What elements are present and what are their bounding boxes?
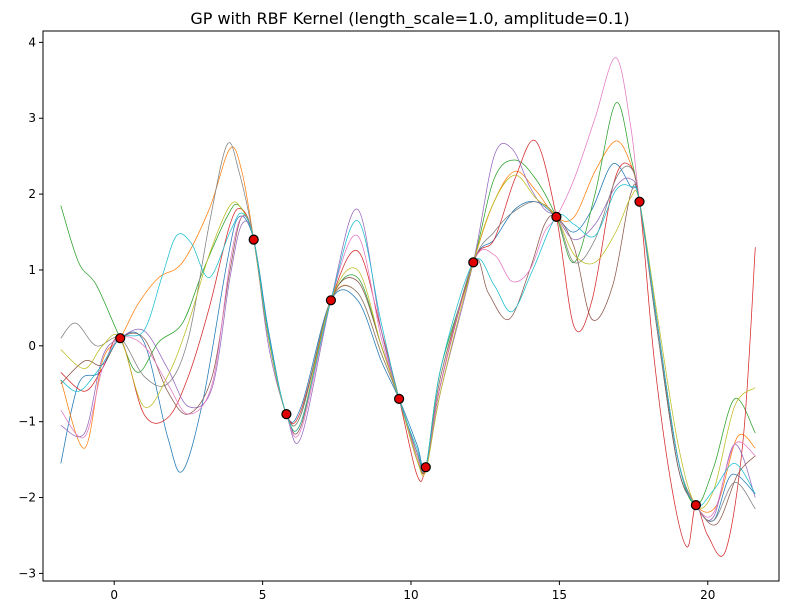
y-tick-label: −2 [18,491,36,505]
chart-title: GP with RBF Kernel (length_scale=1.0, am… [190,9,629,29]
y-tick-label: −3 [18,566,36,580]
series-line-sample-1 [60,163,756,522]
observed-point [468,257,479,268]
observed-point [634,196,645,207]
y-tick-label: 0 [28,339,36,353]
y-tick-label: 1 [28,263,36,277]
y-tick-label: −1 [18,415,36,429]
x-tick-label: 15 [552,588,567,602]
x-tick-label: 5 [259,588,267,602]
series-line-sample-9 [60,174,756,509]
observed-point [551,211,562,222]
observed-point [281,409,292,420]
x-tick-label: 20 [700,588,715,602]
observed-point [420,462,431,473]
y-tick-label: 3 [28,111,36,125]
series-line-sample-10 [60,184,756,507]
x-axis: 0 5 10 15 20 [110,581,715,602]
x-tick-label: 0 [110,588,118,602]
observed-point [325,295,336,306]
observed-point [394,393,405,404]
observed-points [115,196,702,511]
x-tick-label: 10 [403,588,418,602]
series-line-sample-3 [60,102,756,506]
series-line-sample-4 [60,139,756,557]
observed-point [115,333,126,344]
observed-point [248,234,259,245]
y-tick-label: 2 [28,187,36,201]
y-axis: −3 −2 −1 0 1 2 3 4 [18,35,43,580]
series-lines [60,57,756,557]
series-line-sample-6 [60,183,756,526]
observed-point [690,500,702,511]
y-tick-label: 4 [28,35,36,49]
